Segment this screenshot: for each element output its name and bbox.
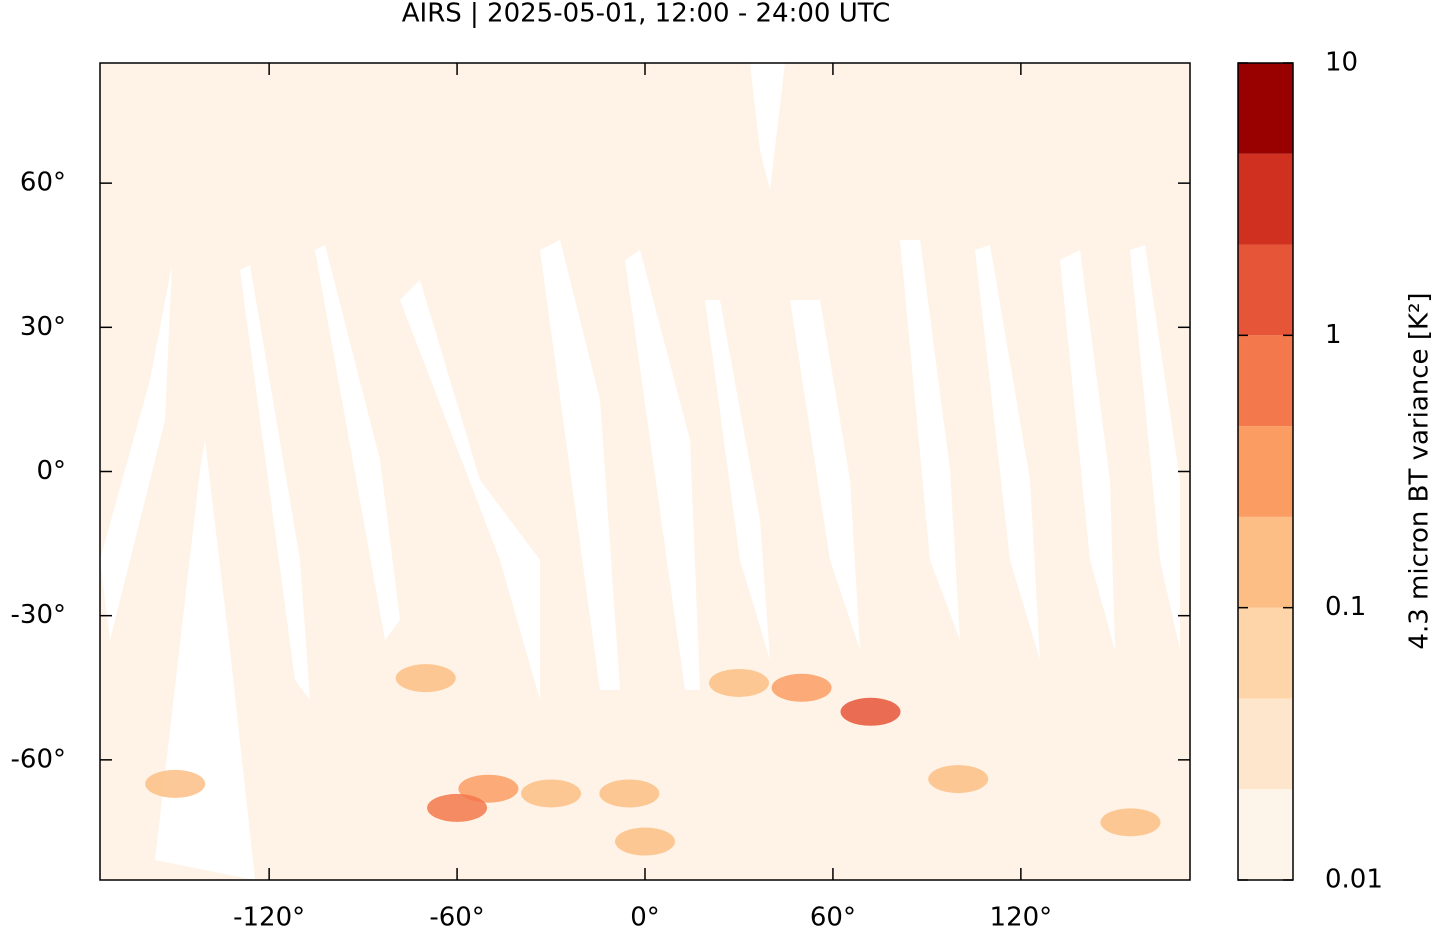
swath (790, 300, 860, 650)
swath (540, 240, 620, 690)
colorbar-segment (1238, 244, 1293, 336)
hotspot (145, 769, 206, 798)
swath (100, 265, 172, 640)
hotspot (599, 779, 660, 808)
x-tick-label: -120° (233, 903, 305, 930)
y-tick-label: -30° (11, 600, 66, 630)
colorbar-tick-label: 0.1 (1325, 592, 1366, 622)
hotspot (521, 779, 582, 808)
y-tick-label: 0° (36, 456, 66, 486)
colorbar-segment (1238, 789, 1293, 880)
colorbar-tick-label: 10 (1325, 48, 1358, 78)
hotspot (458, 774, 519, 803)
swath (155, 440, 255, 880)
colorbar-segment (1238, 63, 1293, 154)
colorbar-segment (1238, 153, 1293, 245)
hotspot (615, 827, 675, 856)
hotspot (840, 697, 901, 726)
colorbar-segment (1238, 516, 1293, 608)
hotspot (427, 793, 488, 822)
swath (705, 300, 770, 660)
colorbar-tick-label: 1 (1325, 320, 1342, 350)
swath (900, 240, 960, 640)
swath (625, 250, 700, 690)
swath (975, 245, 1040, 660)
colorbar-frame (1237, 62, 1294, 881)
swath (400, 280, 540, 700)
colorbar: 0.01 0.1 1 10 (1237, 48, 1383, 895)
colorbar-segment (1238, 426, 1293, 517)
y-tick-label: 60° (20, 168, 66, 198)
y-tick-label: 30° (20, 312, 66, 342)
hotspot (1100, 808, 1161, 837)
swath (750, 63, 785, 190)
colorbar-label: 4.3 micron BT variance [K²] (1405, 292, 1435, 649)
x-tick-label: -60° (429, 903, 484, 930)
colorbar-segment (1238, 335, 1293, 427)
swath (240, 265, 310, 700)
hotspot (395, 664, 456, 693)
swath (315, 245, 400, 640)
x-tick-label: 120° (990, 903, 1053, 930)
hotspot (708, 668, 769, 697)
swath (1130, 245, 1180, 650)
colorbar-tick-label: 0.01 (1325, 865, 1383, 895)
hotspot (928, 765, 989, 794)
x-tick-label: 0° (630, 903, 660, 930)
colorbar-segment (1238, 698, 1293, 790)
chart-title: AIRS | 2025-05-01, 12:00 - 24:00 UTC (402, 0, 891, 29)
hotspot (771, 673, 832, 702)
x-tick-label: 60° (810, 903, 856, 930)
no-data-swaths (100, 63, 1180, 880)
swath (1060, 250, 1115, 650)
colorbar-segment (1238, 607, 1293, 699)
y-tick-label: -60° (11, 744, 66, 774)
